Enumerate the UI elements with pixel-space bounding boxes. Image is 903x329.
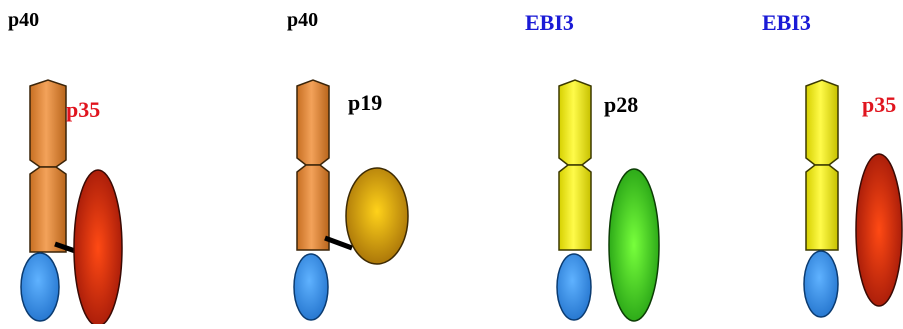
- chain-blue-domain: [20, 252, 60, 322]
- chain-lower-domain: [558, 164, 592, 251]
- chain-upper-domain: [558, 79, 592, 166]
- partner-subunit: [855, 153, 903, 307]
- chain-lower-domain: [296, 164, 330, 251]
- partner-subunit: [73, 169, 123, 327]
- chain-blue-domain: [556, 253, 592, 321]
- complex-4: EBI3 p35: [762, 10, 903, 318]
- partner-subunit: [345, 167, 409, 265]
- partner-label: p35: [862, 92, 896, 117]
- partner-label: p28: [604, 92, 638, 117]
- chain-label: EBI3: [525, 10, 574, 35]
- chain-lower-domain: [805, 164, 839, 251]
- complex-1: p40 p35: [8, 9, 123, 327]
- chain-upper-domain: [805, 79, 839, 166]
- chain-label: p40: [8, 9, 39, 31]
- partner-label: p35: [66, 97, 100, 122]
- chain-label: EBI3: [762, 10, 811, 35]
- chain-label: p40: [287, 9, 318, 31]
- chain-upper-domain: [29, 79, 67, 168]
- partner-subunit: [608, 168, 660, 322]
- complex-3: EBI3 p28: [525, 10, 660, 322]
- complex-2: p40 p19: [287, 9, 409, 321]
- chain-upper-domain: [296, 79, 330, 166]
- chain-blue-domain: [293, 253, 329, 321]
- disulfide-bond: [324, 235, 353, 251]
- chain-blue-domain: [803, 250, 839, 318]
- partner-label: p19: [348, 90, 382, 115]
- chain-lower-domain: [29, 166, 67, 253]
